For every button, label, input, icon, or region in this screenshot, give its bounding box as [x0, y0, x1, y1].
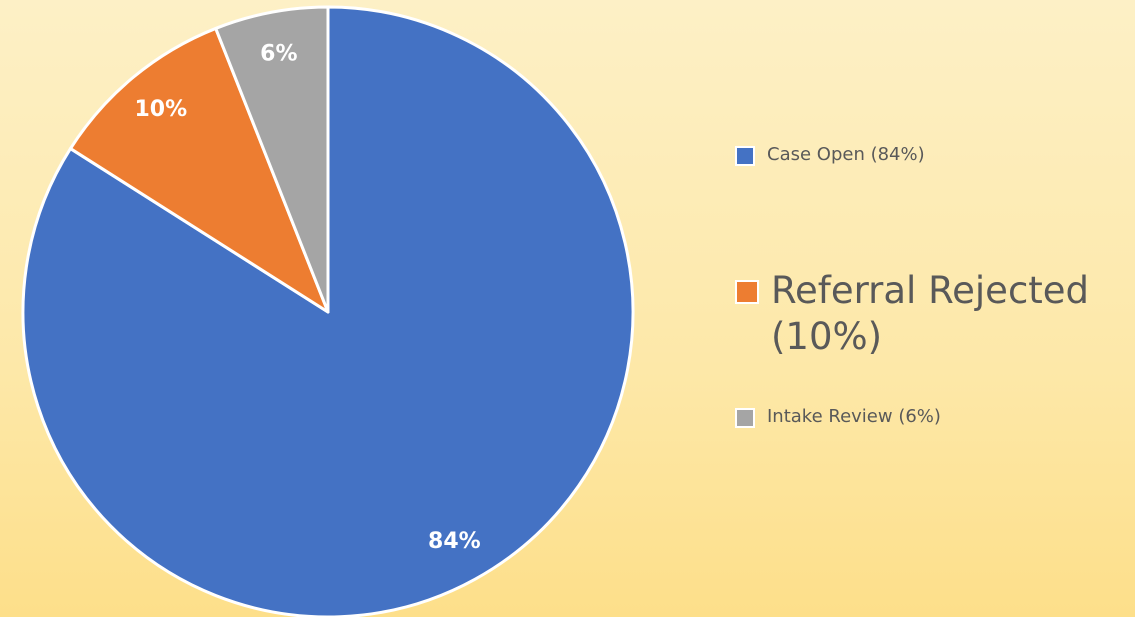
legend-item: Case Open (84%) — [735, 143, 1127, 166]
legend-item: Intake Review (6%) — [735, 405, 1127, 428]
legend-item: Referral Rejected (10%) — [735, 268, 1111, 361]
data-label: 6% — [260, 41, 297, 66]
legend-swatch — [735, 408, 755, 428]
legend-swatch — [735, 146, 755, 166]
legend-label: Intake Review (6%) — [767, 406, 941, 427]
data-label: 10% — [134, 97, 187, 122]
legend-label: Case Open (84%) — [767, 144, 925, 165]
legend-swatch — [735, 280, 759, 304]
pie-slice — [214, 5, 330, 314]
data-label: 84% — [428, 529, 481, 554]
legend-label: Referral Rejected (10%) — [771, 269, 1090, 359]
pie-slice — [68, 26, 330, 314]
